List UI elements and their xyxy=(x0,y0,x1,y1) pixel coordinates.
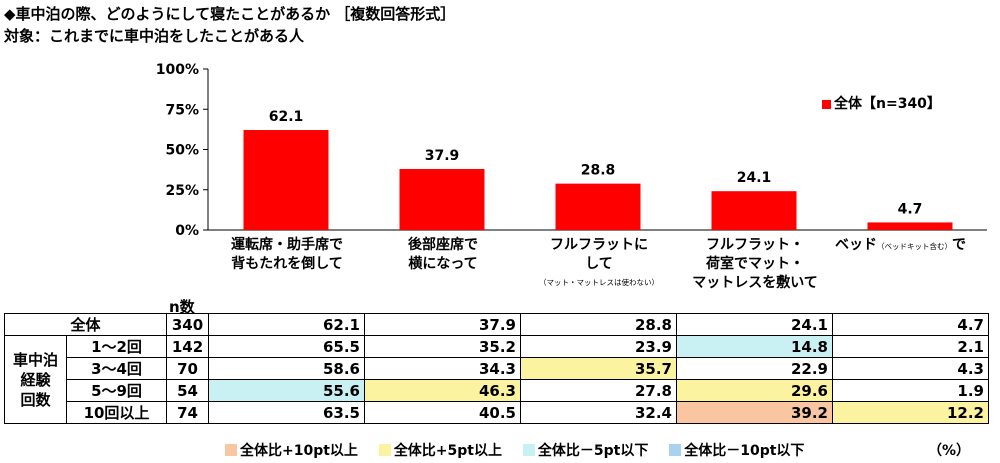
unit-label: （%） xyxy=(928,443,971,459)
value-cell: 63.5 xyxy=(208,401,365,424)
highlight-legend: 全体比+10pt以上 全体比+5pt以上 全体比－5pt以下 全体比－10pt以… xyxy=(225,440,820,460)
legend-text: 全体比+10pt以上 xyxy=(240,443,358,459)
category-label-line: フルフラットに xyxy=(550,237,648,253)
bar xyxy=(243,130,329,230)
legend-swatch xyxy=(378,444,391,456)
value-cell: 65.5 xyxy=(208,335,365,358)
n-cell: 54 xyxy=(166,379,209,402)
row-label: 5～9回 xyxy=(66,379,167,402)
value-cell: 4.3 xyxy=(832,357,989,380)
category-label-main: ベッド xyxy=(835,237,877,253)
value-cell: 23.9 xyxy=(520,335,677,358)
category-label-3: フルフラットに して （マット・マットレスは使わない） xyxy=(523,236,675,288)
legend-item-plus10: 全体比+10pt以上 xyxy=(225,440,358,460)
table-row: 車中泊 経験 回数 1～2回 142 65.5 35.2 23.9 14.8 2.1 xyxy=(4,335,989,424)
value-cell: 28.8 xyxy=(520,313,677,336)
value-cell: 35.2 xyxy=(364,335,521,358)
row-label: 全体 xyxy=(4,313,167,336)
n-header: n数 xyxy=(169,298,195,316)
category-label-line: 横になって xyxy=(408,256,478,272)
value-cell: 37.9 xyxy=(364,313,521,336)
table-row: 10回以上 74 63.5 40.5 32.4 39.2 12.2 xyxy=(5,401,989,424)
y-tick-label: 100% xyxy=(156,62,199,78)
n-cell: 70 xyxy=(166,357,209,380)
value-cell: 29.6 xyxy=(676,379,833,402)
category-label-tail: で xyxy=(952,237,966,253)
category-label-line: 荷室でマット・ xyxy=(706,256,804,272)
category-label-line: して xyxy=(585,256,613,272)
category-label-line: 背もたれを倒して xyxy=(231,256,343,272)
value-cell: 58.6 xyxy=(208,357,365,380)
y-tick-label: 0% xyxy=(175,223,199,239)
bar xyxy=(711,191,797,230)
data-table: 全体 340 62.1 37.9 28.8 24.1 4.7 車中泊 経験 回数 1～2回 142 65… xyxy=(4,313,989,424)
category-label-line: 後部座席で xyxy=(408,237,478,253)
legend-text: 全体比－10pt以下 xyxy=(684,443,805,459)
category-label-line: マットレスを敷いて xyxy=(692,275,818,291)
value-cell: 55.6 xyxy=(208,379,365,402)
category-label-line: 運転席・助手席で xyxy=(231,237,343,253)
bar xyxy=(867,222,953,230)
group-label: 車中泊 経験 回数 xyxy=(4,335,67,424)
n-cell: 142 xyxy=(166,335,209,358)
value-cell: 35.7 xyxy=(520,357,677,380)
table-row: 全体 340 62.1 37.9 28.8 24.1 4.7 xyxy=(4,313,989,336)
value-cell: 12.2 xyxy=(832,401,989,424)
value-cell: 34.3 xyxy=(364,357,521,380)
category-label-4: フルフラット・ 荷室でマット・ マットレスを敷いて xyxy=(679,236,831,293)
n-cell: 74 xyxy=(166,401,209,424)
value-cell: 22.9 xyxy=(676,357,833,380)
legend-swatch xyxy=(669,444,682,456)
legend-label: 全体【n=340】 xyxy=(834,96,941,112)
legend-item-minus5: 全体比－5pt以下 xyxy=(522,440,649,460)
value-cell: 14.8 xyxy=(676,335,833,358)
value-cell: 27.8 xyxy=(520,379,677,402)
value-cell: 4.7 xyxy=(832,313,989,336)
category-label-1: 運転席・助手席で 背もたれを倒して xyxy=(211,236,363,274)
y-tick-label: 50% xyxy=(165,143,199,159)
n-cell: 340 xyxy=(166,313,209,336)
row-label: 10回以上 xyxy=(66,401,167,424)
y-tick-label: 25% xyxy=(165,183,199,199)
value-cell: 32.4 xyxy=(520,401,677,424)
value-cell: 39.2 xyxy=(676,401,833,424)
legend-swatch xyxy=(225,444,237,456)
value-cell: 1.9 xyxy=(832,379,989,402)
table-row: 3～4回 70 58.6 34.3 35.7 22.9 4.3 xyxy=(5,357,989,380)
legend-text: 全体比－5pt以下 xyxy=(537,443,649,459)
legend-swatch xyxy=(522,444,535,456)
category-label-small: （ベッドキット含む） xyxy=(877,242,952,251)
category-label-2: 後部座席で 横になって xyxy=(367,236,519,274)
y-tick-label: 75% xyxy=(165,102,199,118)
category-label-note: （マット・マットレスは使わない） xyxy=(539,278,659,287)
page-subtitle: 対象：これまでに車中泊をしたことがある人 xyxy=(4,27,305,45)
group-label-line: 経験 xyxy=(20,370,51,389)
bar-value-label: 62.1 xyxy=(269,109,304,125)
row-label: 1～2回 xyxy=(66,335,167,358)
category-label-5: ベッド（ベッドキット含む）で xyxy=(835,236,990,256)
bar xyxy=(555,183,641,230)
chart-legend: 全体【n=340】 xyxy=(822,93,941,113)
bar-value-label: 4.7 xyxy=(898,201,923,217)
legend-item-minus10: 全体比－10pt以下 xyxy=(669,440,804,460)
page-title: ◆車中泊の際、どのようにして寝たことがあるか ［複数回答形式］ xyxy=(4,5,456,23)
value-cell: 2.1 xyxy=(832,335,989,358)
row-label: 3～4回 xyxy=(66,357,167,380)
table-row: 5～9回 54 55.6 46.3 27.8 29.6 1.9 xyxy=(5,379,989,402)
bar-value-label: 24.1 xyxy=(737,170,772,186)
legend-swatch xyxy=(822,99,831,109)
legend-text: 全体比+5pt以上 xyxy=(393,443,502,459)
legend-item-plus5: 全体比+5pt以上 xyxy=(378,440,502,460)
group-label-line: 車中泊 xyxy=(12,350,58,369)
group-label-line: 回数 xyxy=(20,390,51,409)
value-cell: 62.1 xyxy=(208,313,365,336)
bar-value-label: 37.9 xyxy=(425,148,460,164)
value-cell: 46.3 xyxy=(364,379,521,402)
bar-value-label: 28.8 xyxy=(581,163,616,179)
category-label-line: フルフラット・ xyxy=(706,237,804,253)
bar xyxy=(399,168,485,230)
value-cell: 24.1 xyxy=(676,313,833,336)
value-cell: 40.5 xyxy=(364,401,521,424)
